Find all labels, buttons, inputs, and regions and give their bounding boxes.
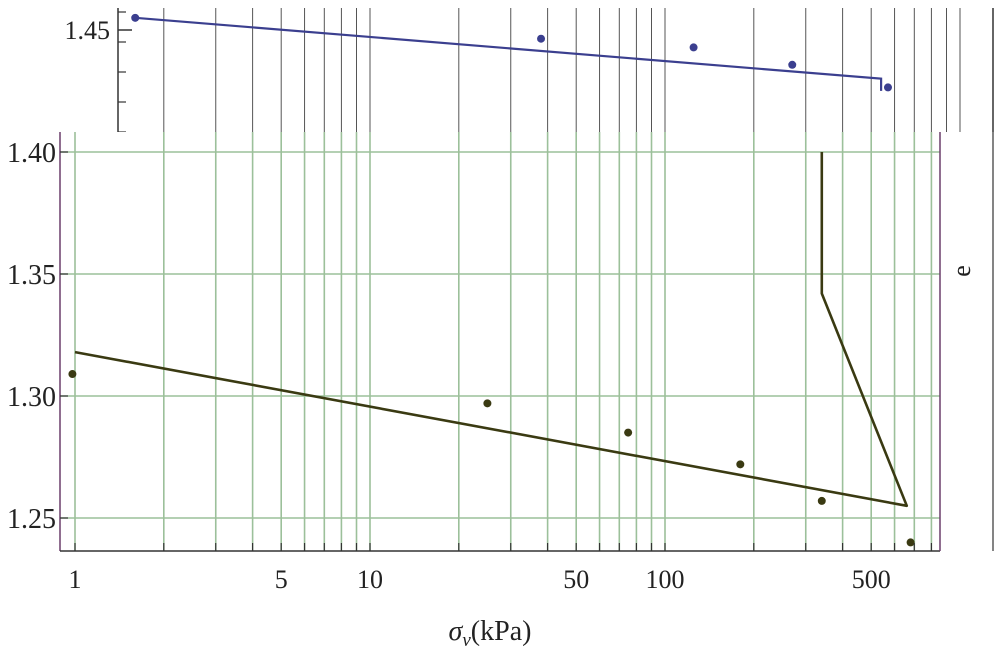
main-x-tick-label: 500 (852, 565, 891, 594)
main-y-tick-label: 1.30 (7, 382, 56, 413)
main-fit-line (74, 152, 909, 508)
main-data-point (68, 370, 77, 379)
main-y-tick-label: 1.25 (7, 504, 56, 535)
main-y-tick-label: 1.35 (7, 260, 56, 291)
main-panel-x-ticks: 1 5 10 50 100 500 (69, 543, 933, 594)
top-data-point (689, 43, 698, 52)
main-data-point (817, 496, 826, 505)
top-panel-fit-line (135, 16, 883, 91)
top-panel-grid (163, 8, 961, 132)
main-data-point (906, 538, 915, 547)
main-data-point (736, 460, 745, 469)
x-axis-label: σv(kPa) (449, 616, 532, 646)
top-data-point (131, 13, 140, 22)
main-panel-background (60, 132, 940, 551)
main-plot-area (60, 132, 940, 551)
main-x-tick-label: 50 (563, 565, 589, 594)
main-panel-data-points (68, 370, 915, 547)
top-data-point (883, 83, 892, 92)
top-y-tick-label: 1.45 (65, 16, 111, 45)
main-x-tick-label: 10 (357, 565, 383, 594)
main-panel-fit-line (74, 152, 909, 508)
main-data-point (483, 399, 492, 408)
main-panel-grid (60, 132, 940, 551)
main-y-tick-label: 1.40 (7, 138, 56, 169)
x-axis-label-subscript: v (462, 630, 471, 646)
main-x-tick-label: 1 (69, 565, 82, 594)
main-data-point (624, 428, 633, 437)
y-axis-label: e (947, 265, 976, 277)
top-panel-data-points (131, 13, 892, 92)
top-panel-y-ticks: 1.45 (65, 16, 132, 45)
top-data-point (537, 34, 546, 43)
main-panel-frame (59, 132, 941, 552)
top-data-point (788, 60, 797, 69)
top-fit-line (135, 16, 883, 91)
main-panel-y-ticks: 1.40 1.35 1.30 1.25 (7, 138, 68, 535)
main-x-tick-label: 5 (275, 565, 288, 594)
main-x-tick-label: 100 (646, 565, 685, 594)
